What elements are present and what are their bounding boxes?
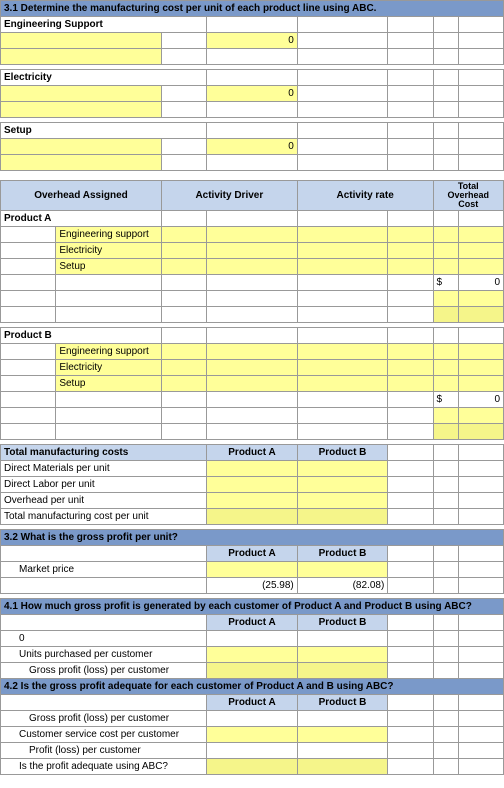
product-b-label: Product B [1, 328, 162, 344]
eng-support-cell[interactable] [1, 33, 162, 49]
col-total-overhead: Total Overhead Cost [433, 181, 503, 211]
pb-sum-sym: $ [433, 392, 458, 408]
tm-row-3: Overhead per unit [1, 493, 207, 509]
pa-row-3[interactable]: Setup [56, 259, 162, 275]
col-overhead-assigned: Overhead Assigned [1, 181, 162, 211]
section-3-2-title: 3.2 What is the gross profit per unit? [1, 530, 504, 546]
pb-row-3[interactable]: Setup [56, 376, 162, 392]
tm-colB: Product B [297, 445, 388, 461]
section-4-1-title: 4.1 How much gross profit is generated b… [1, 599, 504, 615]
tm-row-1: Direct Materials per unit [1, 461, 207, 477]
pa-sum-val: 0 [458, 275, 503, 291]
s41-row-1: 0 [1, 631, 207, 647]
s42-row-2: Customer service cost per customer [1, 727, 207, 743]
col-activity-rate: Activity rate [297, 181, 433, 211]
tm-colA: Product A [207, 445, 298, 461]
electricity-value[interactable]: 0 [207, 86, 298, 102]
pa-sum-sym: $ [433, 275, 458, 291]
eng-support-label: Engineering Support [1, 17, 207, 33]
s32-valB: (82.08) [297, 578, 388, 594]
section-3-1-title: 3.1 Determine the manufacturing cost per… [1, 1, 504, 17]
section-4-2-title: 4.2 Is the gross profit adequate for eac… [1, 679, 504, 695]
market-price-label: Market price [1, 562, 207, 578]
total-mfg-title: Total manufacturing costs [1, 445, 207, 461]
setup-value[interactable]: 0 [207, 139, 298, 155]
pb-sum-val: 0 [458, 392, 503, 408]
s32-valA: (25.98) [207, 578, 298, 594]
pa-row-1[interactable]: Engineering support [56, 227, 162, 243]
eng-support-value[interactable]: 0 [207, 33, 298, 49]
s42-row-4: Is the profit adequate using ABC? [1, 759, 207, 775]
s42-row-3: Profit (loss) per customer [1, 743, 207, 759]
setup-label: Setup [1, 123, 207, 139]
pb-row-1[interactable]: Engineering support [56, 344, 162, 360]
tm-row-4: Total manufacturing cost per unit [1, 509, 207, 525]
s42-row-1: Gross profit (loss) per customer [1, 711, 207, 727]
spreadsheet: 3.1 Determine the manufacturing cost per… [0, 0, 504, 775]
pb-row-2[interactable]: Electricity [56, 360, 162, 376]
product-a-label: Product A [1, 211, 162, 227]
col-activity-driver: Activity Driver [161, 181, 297, 211]
pa-row-2[interactable]: Electricity [56, 243, 162, 259]
s41-row-2: Units purchased per customer [1, 647, 207, 663]
electricity-label: Electricity [1, 70, 207, 86]
tm-row-2: Direct Labor per unit [1, 477, 207, 493]
s41-row-3: Gross profit (loss) per customer [1, 663, 207, 679]
